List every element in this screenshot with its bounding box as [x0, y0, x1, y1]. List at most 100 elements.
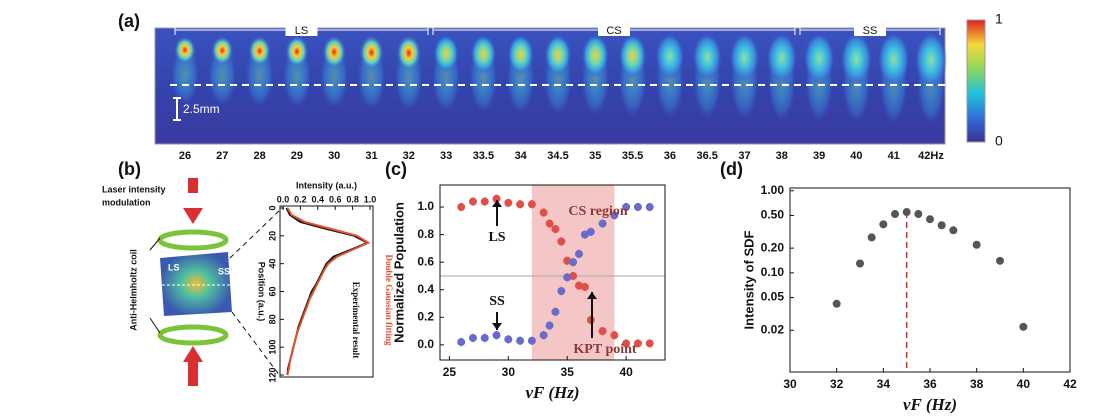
laser-label: modulation	[102, 197, 151, 207]
data-point	[468, 333, 477, 342]
data-point	[504, 335, 513, 344]
data-point	[575, 249, 584, 258]
frequency-label: 37	[738, 150, 750, 162]
annotation: LS	[488, 230, 505, 245]
bracket-bg	[854, 24, 886, 36]
y-tick-label: 0.6	[417, 254, 434, 268]
x-axis-title: νF (Hz)	[526, 383, 580, 402]
data-point	[551, 225, 560, 234]
ls-label: LS	[168, 262, 180, 272]
data-point	[937, 221, 946, 230]
frequency-label: 34.5	[547, 150, 568, 162]
coil	[157, 324, 229, 346]
data-point	[598, 219, 607, 228]
group-label: LS	[295, 25, 308, 37]
data-point	[633, 203, 642, 212]
x-tick-label: 30	[783, 377, 797, 391]
data-point	[563, 273, 572, 282]
plot-frame	[439, 184, 666, 361]
x-tick-label: 35	[561, 365, 575, 379]
colorbar-label: 1	[995, 11, 1003, 27]
charts: 0.0 0.2 0.4 0.6 0.8 1.0020406080100120Intensi…	[257, 180, 1077, 414]
arrow-head	[492, 200, 502, 207]
data-point	[972, 240, 981, 249]
data-point	[633, 339, 642, 348]
atom-cloud	[160, 252, 232, 316]
y-tick-label: 0.6	[329, 194, 342, 204]
laser-beam	[188, 362, 198, 410]
data-point	[492, 194, 501, 203]
x-tick-label: 30	[502, 365, 516, 379]
frequency-label: 26	[179, 150, 191, 162]
x-tick-label: 120	[267, 367, 277, 382]
frequency-label: 34	[515, 150, 528, 162]
cloud	[211, 35, 234, 66]
data-point	[926, 215, 934, 224]
coil-label: Anti-Helmholtz coil	[128, 249, 138, 331]
y-tick-label: 0.0	[417, 337, 434, 351]
cloud	[359, 35, 384, 70]
data-point	[1019, 322, 1028, 331]
ss-label: SS	[218, 266, 230, 276]
data-point	[504, 198, 513, 207]
cloud	[840, 32, 872, 86]
cloud	[544, 34, 572, 76]
x-tick-label: 32	[830, 377, 844, 391]
group-label: CS	[606, 25, 621, 37]
cloud	[581, 33, 610, 78]
x-tick-label: 40	[619, 365, 633, 379]
frequency-label: 29	[291, 150, 303, 162]
data-point	[480, 197, 489, 206]
x-tick-label: 36	[923, 377, 937, 391]
data-point	[516, 336, 525, 345]
data-point	[527, 200, 536, 209]
x-tick-label: 40	[267, 259, 277, 269]
data-point	[516, 200, 525, 209]
frequency-label: 30	[328, 150, 340, 162]
y-tick-label: 0.05	[761, 290, 785, 304]
cloud	[803, 32, 835, 85]
y-tick-label: 0.20	[761, 240, 785, 254]
arrow-head	[183, 346, 203, 362]
bracket-bg	[285, 24, 318, 36]
frequency-label: 39	[813, 150, 825, 162]
data-point	[551, 307, 560, 316]
data-point	[557, 287, 566, 296]
cloud	[174, 36, 196, 64]
frequency-label: 33	[440, 150, 452, 162]
annotation: CS region	[568, 204, 627, 219]
y-tick-label: 0.4	[417, 282, 434, 296]
laser-beam	[188, 178, 198, 208]
data-point	[610, 331, 619, 340]
x-tick-label: 38	[970, 377, 984, 391]
y-tick-label: 0.0	[277, 194, 290, 204]
data-point	[545, 321, 554, 330]
frequency-label: 41	[888, 150, 900, 162]
y-tick-label: 0.10	[761, 265, 785, 279]
cloud	[433, 34, 459, 73]
cloud	[396, 34, 422, 72]
data-point	[457, 203, 466, 212]
cloud	[692, 33, 722, 81]
cloud	[285, 35, 309, 68]
data-point	[539, 331, 548, 340]
y-tick-label: 0.2	[294, 194, 307, 204]
cloud	[507, 34, 534, 75]
laser-label: Laser intensity	[102, 184, 166, 194]
data-point	[996, 256, 1004, 265]
series-label: Experimental result	[351, 282, 361, 359]
arrow-head	[587, 292, 597, 299]
panel-label: (b)	[118, 159, 141, 179]
data-point	[557, 237, 566, 246]
frequency-label: 38	[776, 150, 788, 162]
y-tick-label: 0.4	[312, 194, 325, 204]
data-point	[832, 299, 841, 308]
data-point	[891, 210, 899, 219]
x-tick-label: 60	[267, 286, 277, 296]
frequency-label: 33.5	[473, 150, 494, 162]
y-axis-title: Intensity of SDF	[741, 230, 756, 329]
cloud	[729, 33, 760, 82]
colorbar	[966, 19, 986, 143]
profile-line	[286, 207, 371, 376]
